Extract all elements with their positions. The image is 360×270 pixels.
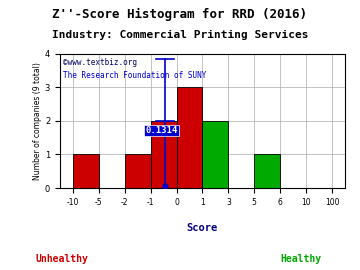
Bar	[202, 121, 228, 188]
Text: Healthy: Healthy	[281, 254, 322, 264]
Bar	[73, 154, 99, 188]
Y-axis label: Number of companies (9 total): Number of companies (9 total)	[33, 62, 42, 180]
Text: Z''-Score Histogram for RRD (2016): Z''-Score Histogram for RRD (2016)	[53, 8, 307, 21]
Bar	[125, 154, 150, 188]
Bar	[150, 121, 176, 188]
Bar	[176, 87, 202, 188]
Bar	[254, 154, 280, 188]
Text: The Research Foundation of SUNY: The Research Foundation of SUNY	[63, 71, 206, 80]
X-axis label: Score: Score	[187, 223, 218, 233]
Text: 0.1314: 0.1314	[145, 126, 177, 135]
Text: Industry: Commercial Printing Services: Industry: Commercial Printing Services	[52, 30, 308, 40]
Text: ©www.textbiz.org: ©www.textbiz.org	[63, 58, 137, 67]
Text: Unhealthy: Unhealthy	[36, 254, 89, 264]
